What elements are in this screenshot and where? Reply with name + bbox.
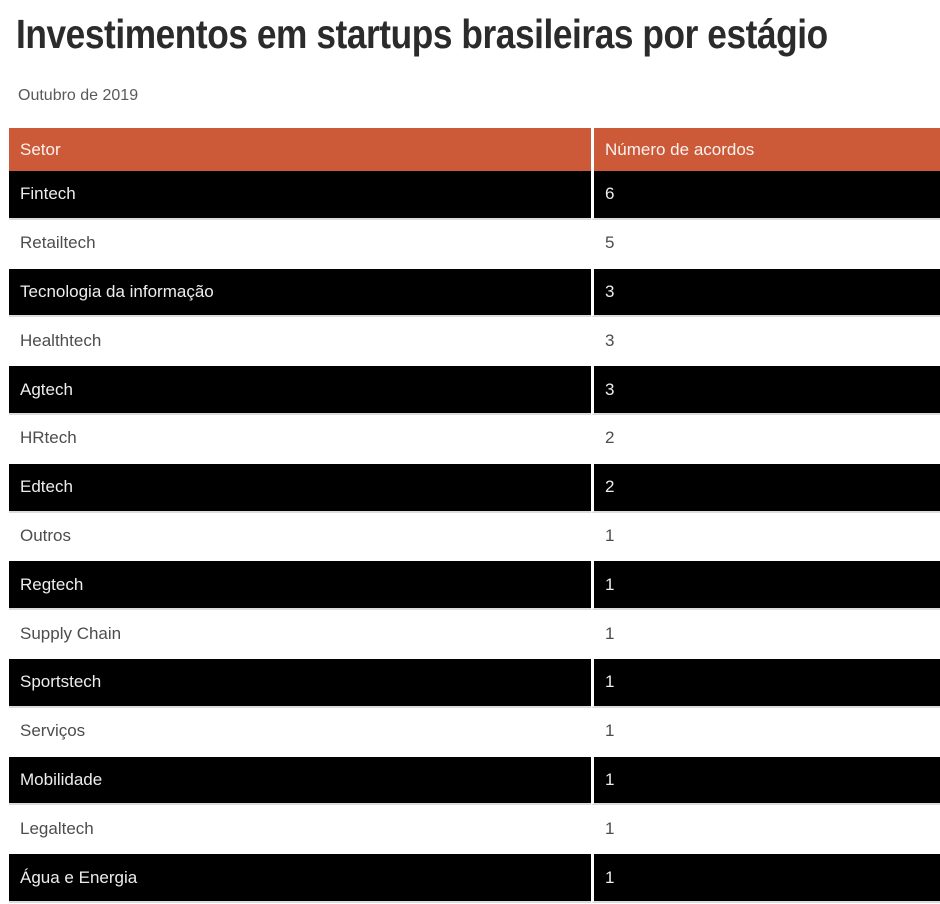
table-row: Healthtech 3 [9,317,940,367]
deals-cell: 1 [591,610,940,659]
deals-cell: 1 [591,707,940,757]
table-row: Edtech 2 [9,463,940,513]
deals-cell: 1 [591,854,940,903]
deals-cell: 1 [591,658,940,708]
sector-cell: Água e Energia [9,854,591,903]
sector-cell: Supply Chain [9,610,591,659]
page-title: Investimentos em startups brasileiras po… [16,11,828,57]
sector-cell: Outros [9,512,591,562]
deals-cell: 1 [591,512,940,562]
sector-cell: Agtech [9,366,591,415]
header-row: Setor Número de acordos [9,128,940,171]
sector-cell: Legaltech [9,805,591,855]
sector-cell: Mobilidade [9,756,591,806]
table-row: Fintech 6 [9,171,940,220]
deals-cell: 3 [591,317,940,367]
table-row: Regtech 1 [9,561,940,611]
sector-cell: Healthtech [9,317,591,367]
column-header-acordos: Número de acordos [591,128,940,171]
sector-cell: HRtech [9,414,591,464]
deals-cell: 3 [591,366,940,415]
deals-cell: 2 [591,463,940,513]
deals-cell: 2 [591,414,940,464]
sector-cell: Fintech [9,171,591,220]
table-row: Água e Energia 1 [9,854,940,903]
sector-deals-table: Setor Número de acordos Fintech 6 Retail… [9,128,940,903]
deals-cell: 1 [591,756,940,806]
table-row: Serviços 1 [9,707,940,757]
table-row: Outros 1 [9,512,940,562]
table-body: Fintech 6 Retailtech 5 Tecnologia da inf… [9,171,940,903]
table-row: Agtech 3 [9,366,940,415]
table-row: Retailtech 5 [9,219,940,269]
deals-cell: 5 [591,219,940,269]
sector-cell: Serviços [9,707,591,757]
table-row: Sportstech 1 [9,658,940,708]
deals-cell: 1 [591,805,940,855]
sector-cell: Retailtech [9,219,591,269]
table-row: Supply Chain 1 [9,610,940,659]
table-row: Mobilidade 1 [9,756,940,806]
sector-cell: Regtech [9,561,591,611]
table-row: HRtech 2 [9,414,940,464]
sector-cell: Edtech [9,463,591,513]
table-header: Setor Número de acordos [9,128,940,171]
table-row: Legaltech 1 [9,805,940,855]
deals-cell: 1 [591,561,940,611]
table-row: Tecnologia da informação 3 [9,268,940,318]
deals-cell: 6 [591,171,940,220]
column-header-setor: Setor [9,128,591,171]
sector-cell: Tecnologia da informação [9,268,591,318]
deals-cell: 3 [591,268,940,318]
sector-cell: Sportstech [9,658,591,708]
page-subtitle: Outubro de 2019 [18,87,139,104]
